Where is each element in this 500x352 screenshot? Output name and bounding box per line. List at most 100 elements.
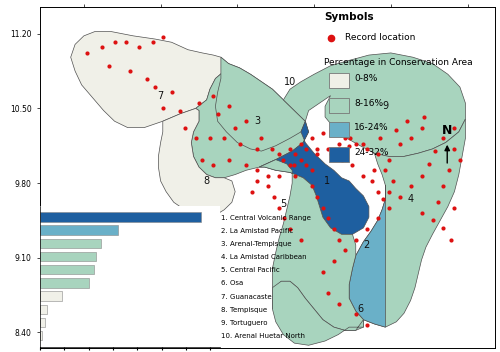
Point [253,178,261,184]
Point [336,301,344,307]
Bar [40,318,45,327]
Point [286,146,294,152]
Text: 16-24%: 16-24% [354,124,388,132]
Text: 6: 6 [357,304,363,314]
Point [242,162,250,168]
Point [348,162,356,168]
Polygon shape [284,53,466,156]
Point [195,100,203,106]
Point [450,125,458,131]
Point [151,84,159,90]
Point [105,63,113,69]
Point [280,215,288,221]
Point [425,161,433,167]
Polygon shape [216,57,306,151]
Point [346,136,354,141]
Point [308,136,316,141]
Point [418,173,426,178]
Text: 5: 5 [280,200,286,209]
Point [253,146,261,152]
Point [280,157,287,162]
Point [314,146,322,152]
Point [345,143,353,149]
Point [220,136,228,141]
Point [326,151,334,157]
Point [352,141,360,146]
Point [330,258,338,264]
Point [352,237,360,243]
Text: 3: 3 [254,116,260,126]
Point [352,312,360,317]
Point [370,168,378,173]
Point [406,183,414,189]
Point [428,218,436,223]
Point [258,136,266,141]
Point [360,173,368,178]
Point [308,183,316,189]
Point [198,157,206,162]
Point [83,50,91,56]
Point [418,210,426,216]
Point [418,125,426,131]
Point [275,151,283,157]
Polygon shape [272,281,364,345]
Point [374,215,382,221]
Point [126,68,134,74]
Point [376,136,384,141]
Point [264,173,272,178]
Point [330,226,338,232]
Point [319,130,327,136]
Point [242,118,250,124]
Text: 4: 4 [408,194,414,204]
Point [368,178,376,184]
Point [168,89,175,95]
Bar [40,331,42,340]
Text: 0-8%: 0-8% [354,74,378,83]
Text: N: N [442,124,452,137]
Point [192,136,200,141]
Text: Symbols: Symbols [324,12,374,22]
Polygon shape [158,108,235,217]
Point [456,157,464,162]
Point [392,127,400,133]
Polygon shape [260,121,369,234]
Point [270,194,278,200]
Polygon shape [260,159,364,330]
Polygon shape [349,119,466,327]
Point [447,237,455,243]
Point [379,196,387,202]
Point [275,173,283,178]
Text: 8-16%: 8-16% [354,99,383,108]
Bar [40,226,118,235]
Bar [40,239,101,248]
Text: Record location: Record location [345,33,415,42]
Point [450,205,458,210]
Point [389,178,397,184]
Point [224,103,232,109]
Point [374,189,382,194]
Point [362,322,370,328]
Point [236,141,244,146]
Point [209,162,217,168]
Point [308,168,316,173]
Point [445,168,453,173]
Point [314,151,322,157]
Point [98,44,106,49]
Text: 1: 1 [324,176,330,186]
Point [336,237,344,243]
Point [384,205,392,210]
Point [338,157,345,162]
Point [253,168,261,173]
Point [275,205,283,210]
Point [382,168,390,173]
Point [440,136,448,141]
Point [292,151,300,157]
Point [264,183,272,189]
Point [159,106,167,111]
Point [362,226,370,232]
Bar [40,252,96,261]
Point [159,34,167,40]
Text: 9: 9 [382,101,388,111]
Bar [40,265,94,275]
Point [314,194,322,200]
